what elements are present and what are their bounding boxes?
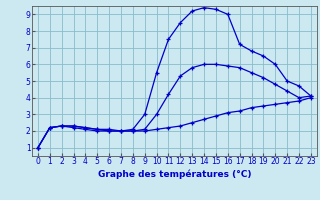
X-axis label: Graphe des températures (°C): Graphe des températures (°C) xyxy=(98,169,251,179)
